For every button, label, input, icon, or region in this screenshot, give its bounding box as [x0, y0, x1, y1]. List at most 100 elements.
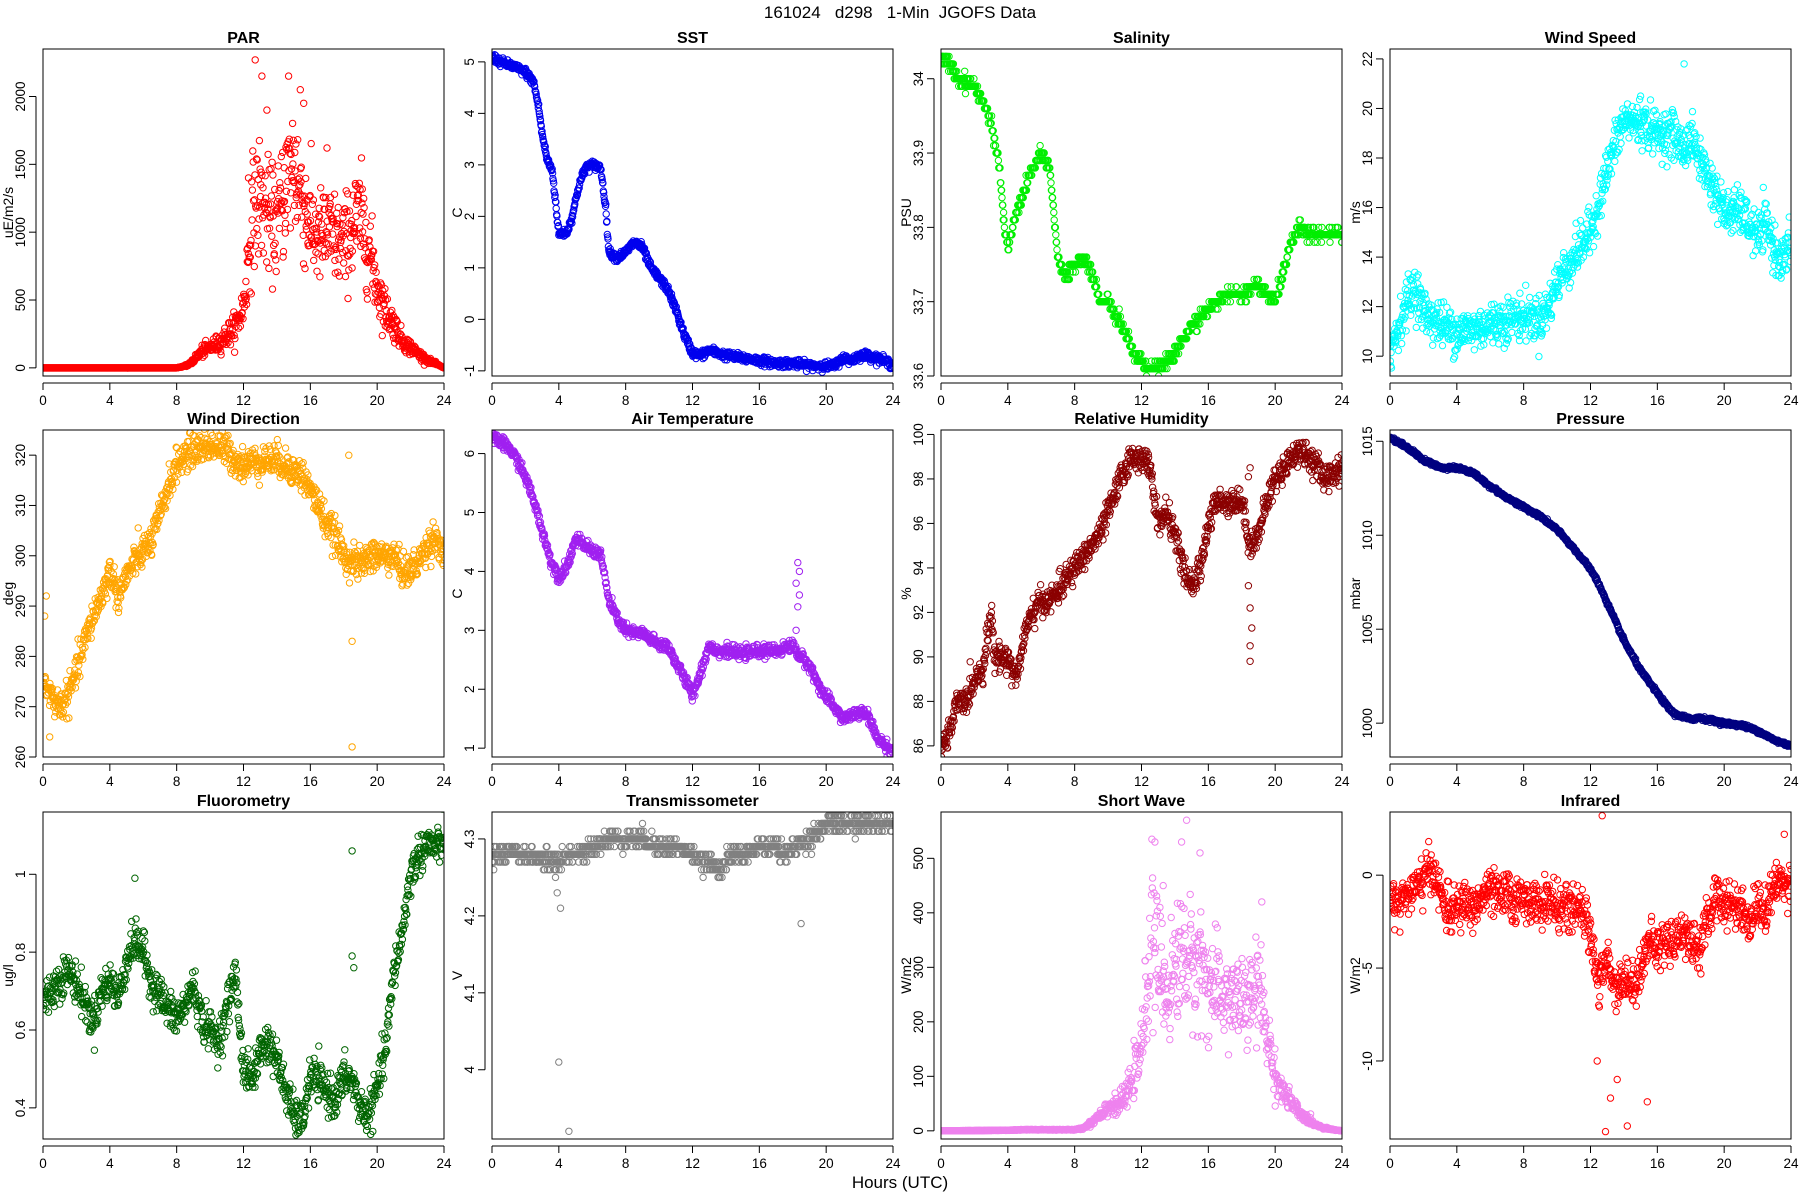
- data-point: [379, 287, 387, 295]
- data-point: [646, 258, 655, 266]
- data-point: [360, 204, 368, 212]
- data-point: [1701, 155, 1710, 164]
- data-point: [268, 232, 276, 240]
- data-point: [602, 200, 610, 209]
- x-tick-label: 0: [1386, 393, 1394, 408]
- data-point: [115, 604, 123, 612]
- data-point: [1579, 253, 1588, 261]
- data-point: [1183, 335, 1191, 343]
- y-tick-label: 0: [462, 316, 477, 324]
- data-point: [231, 334, 239, 343]
- y-tick-label: 20: [1360, 101, 1375, 116]
- data-point: [313, 228, 321, 236]
- data-point: [217, 347, 225, 356]
- data-point: [1424, 310, 1432, 319]
- data-point: [368, 251, 376, 259]
- data-point: [64, 693, 73, 701]
- data-point: [306, 217, 315, 225]
- data-point: [1318, 223, 1326, 232]
- data-point: [104, 566, 113, 574]
- data-point: [1052, 231, 1060, 239]
- data-point: [348, 216, 356, 225]
- data-point: [1280, 268, 1288, 276]
- data-point: [1508, 328, 1516, 337]
- data-point: [987, 112, 996, 120]
- data-point: [276, 179, 284, 187]
- data-point: [300, 199, 309, 208]
- data-point: [1063, 268, 1072, 276]
- y-tick-label: 270: [13, 695, 28, 718]
- data-point: [267, 192, 276, 200]
- data-point: [205, 454, 213, 462]
- y-tick-label: 2000: [13, 81, 28, 111]
- data-point: [1115, 305, 1123, 313]
- y-tick-label: 33.7: [911, 289, 926, 315]
- data-point: [256, 192, 265, 201]
- data-point: [1200, 312, 1208, 321]
- data-point: [300, 192, 308, 200]
- data-point: [359, 210, 367, 218]
- data-point: [1232, 283, 1241, 291]
- data-point: [1408, 277, 1416, 285]
- y-tick-label: 0: [13, 364, 28, 372]
- data-point: [1536, 327, 1544, 336]
- data-point: [1090, 275, 1099, 284]
- data-point: [358, 199, 366, 207]
- data-point: [1708, 164, 1716, 172]
- data-point: [355, 229, 363, 238]
- x-tick-label: 4: [1453, 393, 1461, 408]
- data-point: [234, 324, 243, 332]
- data-point: [1712, 182, 1720, 191]
- data-point: [987, 119, 995, 128]
- data-point: [263, 258, 271, 266]
- data-point: [1047, 179, 1055, 187]
- data-point: [1310, 223, 1318, 232]
- data-point: [343, 207, 351, 216]
- data-point: [887, 364, 893, 373]
- data-point: [280, 197, 289, 206]
- data-point: [531, 82, 539, 91]
- data-point: [679, 324, 687, 332]
- data-point: [1414, 271, 1422, 279]
- data-point: [888, 359, 893, 368]
- data-point: [307, 233, 316, 241]
- data-point: [377, 310, 385, 318]
- data-point: [1663, 163, 1671, 171]
- data-point: [157, 510, 165, 518]
- data-point: [1450, 353, 1459, 361]
- outlier-point: [284, 72, 293, 80]
- data-point: [375, 303, 384, 312]
- data-point: [1040, 149, 1048, 157]
- y-tick-label: 5: [462, 58, 477, 66]
- x-tick-label: 8: [173, 393, 181, 408]
- y-axis-label: uE/m2/s: [0, 187, 16, 238]
- data-point: [1714, 220, 1722, 229]
- data-point: [1785, 213, 1791, 221]
- data-point: [1110, 305, 1118, 313]
- data-point: [640, 244, 649, 253]
- data-point: [264, 150, 272, 159]
- data-point: [1787, 251, 1791, 260]
- data-point: [272, 256, 280, 264]
- data-point: [945, 52, 953, 61]
- outlier-point: [251, 56, 259, 64]
- data-point: [1597, 198, 1605, 207]
- data-point: [530, 77, 538, 86]
- data-point: [382, 306, 390, 315]
- data-point: [371, 298, 379, 306]
- outlier-point: [1390, 362, 1395, 370]
- data-point: [1452, 346, 1460, 354]
- data-point: [1687, 145, 1696, 153]
- data-point: [248, 186, 257, 194]
- data-point: [362, 218, 370, 227]
- data-point: [251, 171, 259, 179]
- data-point: [338, 221, 346, 229]
- data-point: [338, 230, 346, 238]
- data-point: [303, 210, 311, 218]
- series-par: [43, 56, 444, 372]
- data-point: [323, 231, 332, 239]
- data-point: [1646, 96, 1655, 104]
- data-point: [304, 218, 313, 226]
- data-point: [578, 172, 587, 180]
